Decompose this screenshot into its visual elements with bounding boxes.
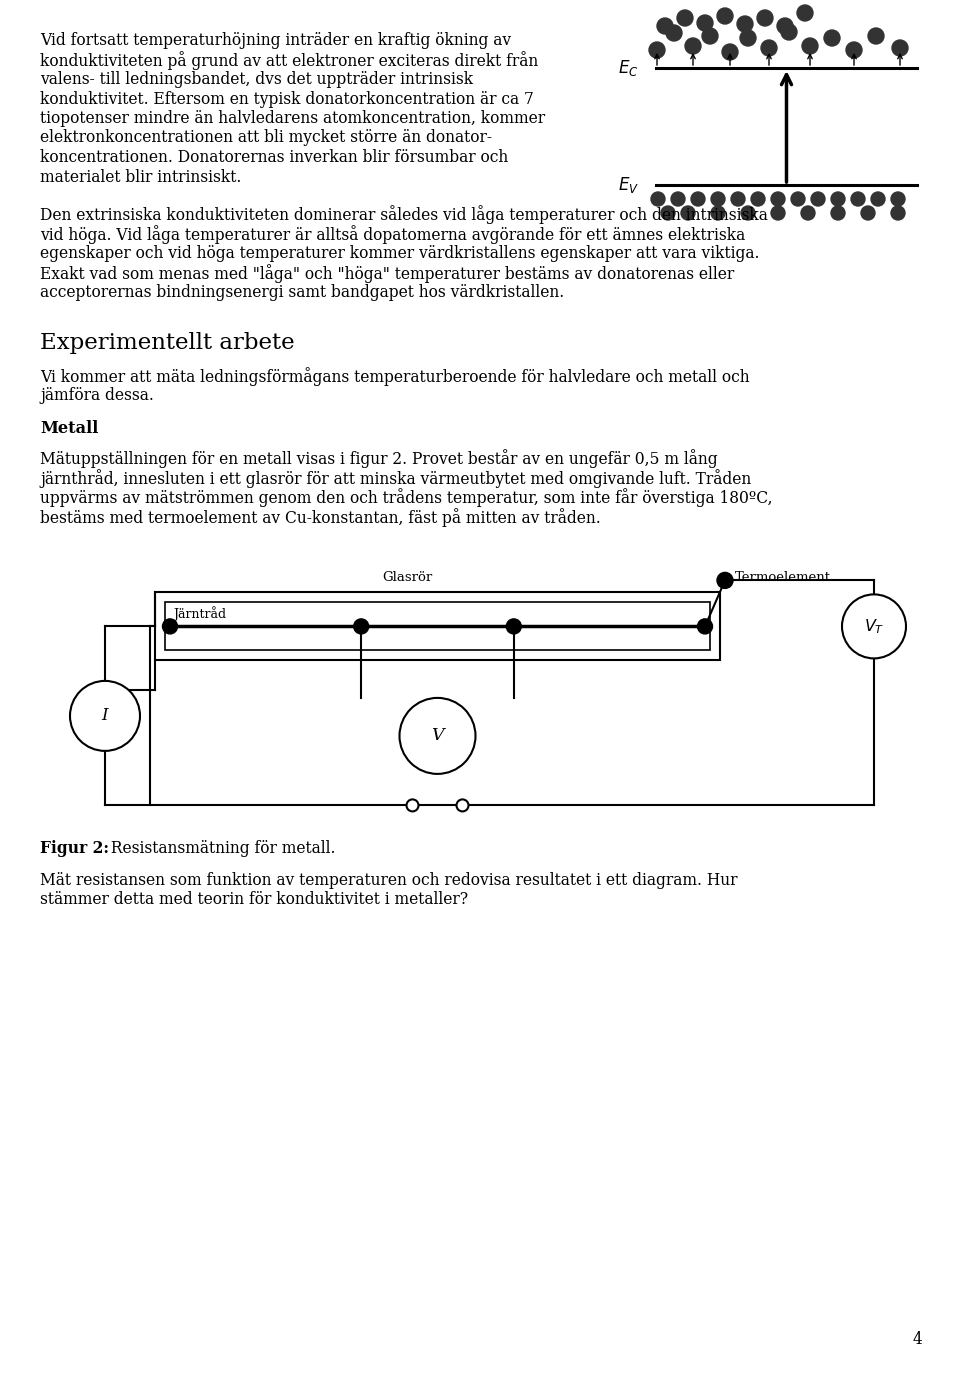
Text: uppvärms av mätströmmen genom den och trådens temperatur, som inte får överstiga: uppvärms av mätströmmen genom den och tr… (40, 489, 773, 507)
Circle shape (717, 573, 733, 589)
Circle shape (506, 619, 521, 634)
Circle shape (353, 619, 369, 634)
Circle shape (891, 192, 905, 206)
Circle shape (681, 206, 695, 220)
Circle shape (698, 619, 712, 634)
Text: $E_V$: $E_V$ (618, 174, 639, 195)
Text: Mätuppställningen för en metall visas i figur 2. Provet består av en ungefär 0,5: Mätuppställningen för en metall visas i … (40, 449, 718, 468)
Text: valens- till ledningsbandet, dvs det uppträder intrinsisk: valens- till ledningsbandet, dvs det upp… (40, 71, 473, 88)
Circle shape (771, 206, 785, 220)
Circle shape (711, 206, 725, 220)
Text: Resistansmätning för metall.: Resistansmätning för metall. (106, 840, 335, 857)
Circle shape (717, 8, 733, 23)
Text: egenskaper och vid höga temperaturer kommer värdkristallens egenskaper att vara : egenskaper och vid höga temperaturer kom… (40, 244, 759, 261)
Circle shape (824, 30, 840, 47)
Circle shape (70, 681, 140, 751)
Circle shape (781, 23, 797, 40)
Circle shape (802, 38, 818, 54)
Text: konduktiviteten på grund av att elektroner exciteras direkt från: konduktiviteten på grund av att elektron… (40, 52, 539, 70)
Text: Experimentellt arbete: Experimentellt arbete (40, 332, 295, 354)
Text: Metall: Metall (40, 420, 98, 437)
Circle shape (891, 206, 905, 220)
Circle shape (831, 206, 845, 220)
Circle shape (801, 206, 815, 220)
Circle shape (661, 206, 675, 220)
Text: 4: 4 (912, 1330, 922, 1348)
Text: konduktivitet. Eftersom en typisk donatorkoncentration är ca 7: konduktivitet. Eftersom en typisk donato… (40, 91, 534, 107)
Text: I: I (102, 707, 108, 725)
Circle shape (649, 43, 665, 58)
Text: bestäms med termoelement av Cu-konstantan, fäst på mitten av tråden.: bestäms med termoelement av Cu-konstanta… (40, 508, 601, 527)
Circle shape (740, 30, 756, 47)
Text: $V_T$: $V_T$ (864, 616, 884, 636)
Circle shape (892, 40, 908, 56)
Text: jämföra dessa.: jämföra dessa. (40, 387, 154, 404)
Circle shape (771, 192, 785, 206)
Circle shape (851, 192, 865, 206)
Circle shape (797, 5, 813, 21)
Text: Vi kommer att mäta ledningsförmågans temperaturberoende för halvledare och metal: Vi kommer att mäta ledningsförmågans tem… (40, 368, 750, 386)
Circle shape (685, 38, 701, 54)
Circle shape (751, 192, 765, 206)
Text: $E_C$: $E_C$ (618, 58, 638, 78)
Text: Exakt vad som menas med "låga" och "höga" temperaturer bestäms av donatorenas el: Exakt vad som menas med "låga" och "höga… (40, 264, 734, 283)
Circle shape (741, 206, 755, 220)
Circle shape (671, 192, 685, 206)
Circle shape (868, 27, 884, 44)
Circle shape (791, 192, 805, 206)
Circle shape (737, 16, 753, 32)
Text: koncentrationen. Donatorernas inverkan blir försumbar och: koncentrationen. Donatorernas inverkan b… (40, 150, 508, 166)
Circle shape (697, 15, 713, 32)
Text: Den extrinsiska konduktiviteten dominerar således vid låga temperaturer och den : Den extrinsiska konduktiviteten dominera… (40, 206, 768, 224)
Text: järnthråd, innesluten i ett glasrör för att minska värmeutbytet med omgivande lu: järnthråd, innesluten i ett glasrör för … (40, 468, 752, 487)
Text: V: V (431, 728, 444, 744)
Circle shape (871, 192, 885, 206)
Circle shape (846, 43, 862, 58)
Circle shape (842, 595, 906, 659)
Circle shape (861, 206, 875, 220)
Circle shape (666, 25, 682, 41)
Circle shape (777, 18, 793, 34)
Text: Järntråd: Järntråd (173, 607, 227, 621)
Text: vid höga. Vid låga temperaturer är alltså dopatomerna avgörande för ett ämnes el: vid höga. Vid låga temperaturer är allts… (40, 225, 745, 244)
Circle shape (731, 192, 745, 206)
Circle shape (757, 10, 773, 26)
Circle shape (831, 192, 845, 206)
Circle shape (702, 27, 718, 44)
Circle shape (677, 10, 693, 26)
Circle shape (457, 799, 468, 811)
Bar (155, 592, 720, 660)
Circle shape (399, 697, 475, 774)
Circle shape (711, 192, 725, 206)
Circle shape (651, 192, 665, 206)
Text: Vid fortsatt temperaturhöjning inträder en kraftig ökning av: Vid fortsatt temperaturhöjning inträder … (40, 32, 511, 49)
Circle shape (761, 40, 777, 56)
Circle shape (722, 44, 738, 60)
Text: Glasrör: Glasrör (382, 571, 433, 585)
Text: Mät resistansen som funktion av temperaturen och redovisa resultatet i ett diagr: Mät resistansen som funktion av temperat… (40, 872, 737, 888)
Circle shape (811, 192, 825, 206)
Text: Termoelement: Termoelement (735, 571, 831, 585)
Circle shape (406, 799, 419, 811)
Circle shape (657, 18, 673, 34)
Text: materialet blir intrinsiskt.: materialet blir intrinsiskt. (40, 169, 241, 185)
Text: elektronkoncentrationen att bli mycket större än donator-: elektronkoncentrationen att bli mycket s… (40, 129, 492, 147)
Circle shape (162, 619, 178, 634)
Text: Figur 2:: Figur 2: (40, 840, 109, 857)
Bar (165, 603, 710, 651)
Text: tiopotenser mindre än halvledarens atomkoncentration, kommer: tiopotenser mindre än halvledarens atomk… (40, 110, 545, 126)
Text: acceptorernas bindningsenergi samt bandgapet hos värdkristallen.: acceptorernas bindningsenergi samt bandg… (40, 284, 564, 301)
Text: stämmer detta med teorin för konduktivitet i metaller?: stämmer detta med teorin för konduktivit… (40, 891, 468, 908)
Circle shape (691, 192, 705, 206)
